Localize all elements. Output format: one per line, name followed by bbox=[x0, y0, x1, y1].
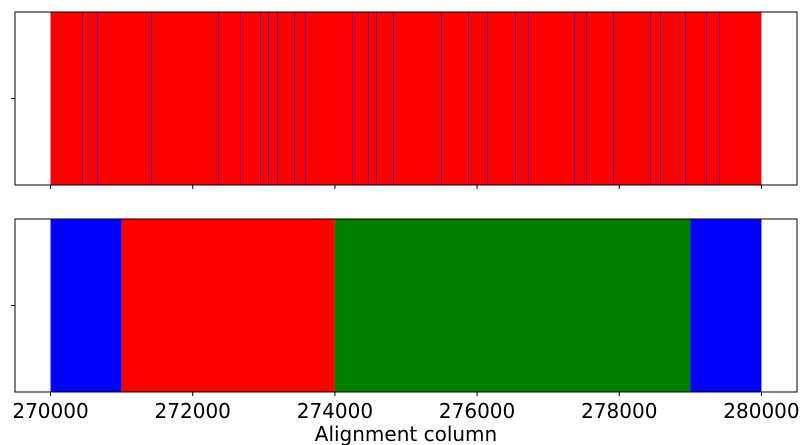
x-tick-label: 270000 bbox=[12, 399, 88, 423]
span bbox=[690, 219, 762, 392]
span bbox=[50, 12, 762, 185]
x-tick-label: 274000 bbox=[297, 399, 373, 423]
x-tick-label: 278000 bbox=[581, 399, 657, 423]
x-axis-label: Alignment column bbox=[315, 422, 497, 445]
span bbox=[50, 219, 122, 392]
span bbox=[121, 219, 335, 392]
x-tick-label: 280000 bbox=[723, 399, 799, 423]
x-tick-label: 272000 bbox=[155, 399, 231, 423]
x-tick-label: 276000 bbox=[439, 399, 515, 423]
span bbox=[334, 219, 691, 392]
